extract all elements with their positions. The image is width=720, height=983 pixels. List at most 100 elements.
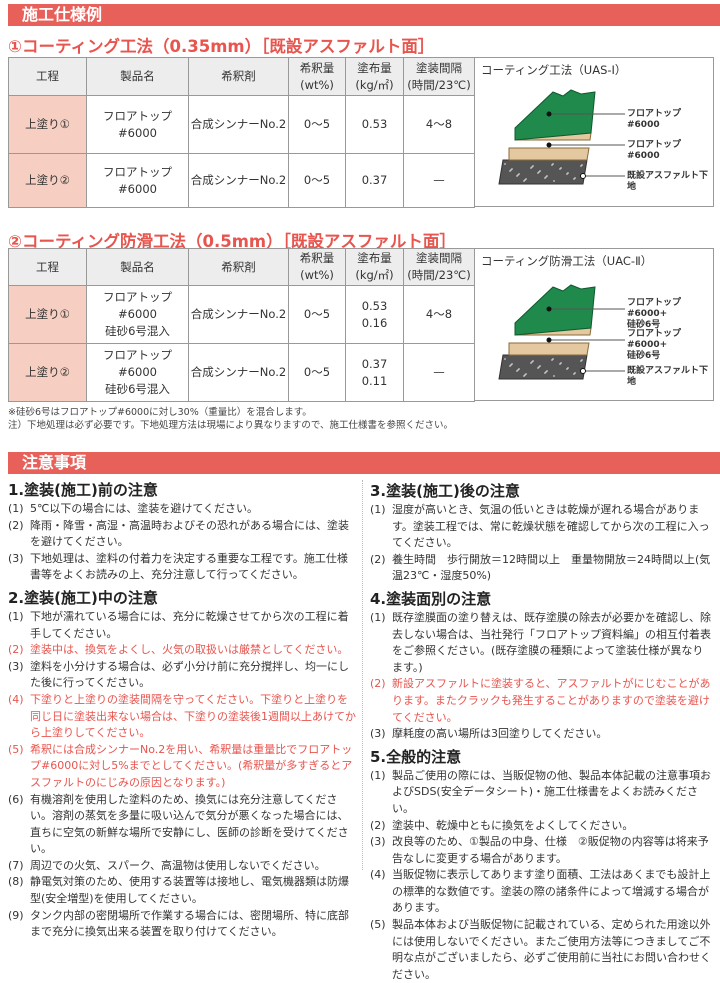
item-number: (1): [370, 610, 386, 624]
item-text: 塗装中、乾燥中ともに換気をよくしてください。: [392, 818, 634, 832]
layer-illustration: [498, 284, 625, 380]
caution-item: (3) 改良等のため、①製品の中身、仕様 ②販促物の内容等は将来予告なしに変更する…: [370, 834, 714, 867]
caution-item: (1) 湿度が高いとき、気温の低いときは乾燥が遅れる場合があります。塗装工程では、…: [370, 502, 714, 552]
column-header: 塗装間隔 (時間/23℃): [403, 57, 475, 96]
product-cell: フロアトップ#6000 硅砂6号混入: [86, 343, 189, 402]
aggregate-dot: [523, 180, 525, 182]
item-text: 希釈には合成シンナーNo.2を用い、希釈量は重量比でフロアトップ#6000に対し…: [30, 742, 353, 789]
coverage-cell: 0.37 0.11: [345, 343, 404, 402]
dilution-cell: 0〜5: [288, 95, 346, 154]
caution-item: (3) 摩耗度の高い場所は3回塗りしてください。: [370, 726, 714, 743]
column-header: 製品名: [86, 248, 189, 286]
item-text: 新設アスファルトに塗装すると、アスファルトがにじむことがあります。またクラックも…: [392, 677, 711, 724]
marker-dot: [580, 368, 586, 374]
item-number: (6): [8, 792, 24, 806]
aggregate-dot: [544, 177, 546, 179]
caution-item: (4) 当販促物に表示してあります塗り面積、工法はあくまでも設計上の標準的な数値で…: [370, 867, 714, 917]
dilution-cell: 0〜5: [288, 343, 346, 402]
aggregate-dot: [566, 368, 568, 370]
layer-label: フロアトップ#6000: [627, 109, 682, 130]
column-header: 工程: [8, 248, 87, 286]
layer-label: 既設アスファルト下地: [627, 171, 709, 192]
caution-heading: 4.塗装面別の注意: [370, 589, 492, 608]
marker-dot: [546, 306, 552, 312]
item-text: タンク内部の密閉場所で作業する場合には、密閉場所、特に底部まで充分に換気出来る装…: [30, 908, 349, 939]
layer-label: フロアトップ#6000+ 硅砂6号: [627, 298, 682, 330]
section-header-cautions: 注意事項: [8, 452, 720, 474]
caution-item: (1) 製品ご使用の際には、当販促物の他、製品本体記載の注意事項およびSDS(安全…: [370, 768, 714, 818]
interval-cell: 4〜8: [403, 95, 475, 154]
caution-item: (2) 新設アスファルトに塗装すると、アスファルトがにじむことがあります。またクラ…: [370, 676, 714, 726]
footnote: ※硅砂6号はフロアトップ#6000に対し30%（重量比）を混合します。: [8, 407, 312, 418]
item-number: (2): [370, 677, 386, 691]
aggregate-dot: [516, 370, 518, 372]
asphalt-layer: [498, 354, 588, 380]
caution-heading: 5.全般的注意: [370, 747, 462, 766]
aggregate-dot: [530, 362, 532, 364]
aggregate-dot: [523, 375, 525, 377]
aggregate-dot: [537, 172, 539, 174]
product-cell: フロアトップ#6000: [86, 95, 189, 154]
top-coat-layer: [514, 89, 596, 141]
item-text: 下塗りと上塗りの塗装間隔を守ってください。下塗りと上塗りを同じ日に塗装出来ない場…: [30, 692, 356, 740]
table-row: 上塗り② フロアトップ#6000 合成シンナーNo.2 0〜5 0.37—: [8, 153, 475, 208]
product-cell: フロアトップ#6000 硅砂6号混入: [86, 285, 189, 344]
column-header: 工程: [8, 57, 87, 96]
marker-dot: [580, 173, 586, 179]
footnote: 注）下地処理は必ず必要です。下地処理方法は現場により異なりますので、施工仕様書を…: [8, 420, 453, 431]
caution-item: (2) 降雨・降雪・高湿・高温時およびその恐れがある場合には、塗装を避けてください…: [8, 518, 356, 551]
item-number: (9): [8, 908, 24, 922]
item-text: 製品ご使用の際には、当販促物の他、製品本体記載の注意事項およびSDS(安全データ…: [392, 768, 711, 815]
caution-heading: 3.塗装(施工)後の注意: [370, 482, 520, 500]
spec1-title: ①コーティング工法（0.35mm）［既設アスファルト面］: [8, 37, 435, 56]
caution-item: (4) 下塗りと上塗りの塗装間隔を守ってください。下塗りと上塗りを同じ日に塗装出来…: [8, 692, 356, 742]
marker-dot: [546, 142, 552, 148]
aggregate-dot: [509, 365, 511, 367]
diagram-title: コーティング防滑工法（UAC-Ⅱ）: [481, 254, 653, 268]
table-row: 上塗り① フロアトップ#6000 合成シンナーNo.2 0〜5 0.53 4〜8: [8, 95, 475, 154]
thinner-cell: 合成シンナーNo.2: [188, 153, 289, 208]
thinner-cell: 合成シンナーNo.2: [188, 343, 289, 402]
top-coat-layer: [514, 284, 596, 336]
coverage-cell: 0.53: [345, 95, 404, 154]
aggregate-dot: [551, 164, 553, 166]
item-text: 周辺での火気、スパーク、高温物は使用しないでください。: [30, 858, 326, 872]
item-number: (8): [8, 875, 24, 889]
aggregate-dot: [551, 359, 553, 361]
caution-item: (2) 塗装中、乾燥中ともに換気をよくしてください。: [370, 818, 714, 835]
caution-item: (6) 有機溶剤を使用した塗料のため、換気には充分注意してください。溶剤の蒸気を多…: [8, 792, 356, 858]
item-number: (5): [8, 742, 24, 756]
table-header-row: 工程 製品名 希釈剤 希釈量 (wt%) 塗布量 (kg/㎡) 塗装間隔 (時間/23℃): [8, 248, 475, 286]
caution-item: (5) 希釈には合成シンナーNo.2を用い、希釈量は重量比でフロアトップ#6000…: [8, 742, 356, 792]
product-cell: フロアトップ#6000: [86, 153, 189, 208]
caution-item: (2) 養生時間 歩行開放＝12時間以上 重量物開放＝24時間以上(気温23℃・湿…: [370, 552, 714, 585]
caution-item: (2) 塗装中は、換気をよくし、火気の取扱いは厳禁としてください。: [8, 642, 356, 659]
item-number: (1): [8, 609, 24, 623]
column-header: 塗装間隔 (時間/23℃): [403, 248, 475, 286]
section-header-spec: 施工仕様例: [8, 4, 720, 26]
item-text: 湿度が高いとき、気温の低いときは乾燥が遅れる場合があります。塗装工程では、常に乾…: [392, 503, 710, 550]
dilution-cell: 0〜5: [288, 285, 346, 344]
caution-item: (1) 5℃以下の場合には、塗装を避けてください。: [8, 501, 356, 518]
caution-item: (3) 塗料を小分けする場合は、必ず小分け前に充分撹拌し、均一にした後に行ってくだ…: [8, 659, 356, 692]
aggregate-dot: [516, 175, 518, 177]
item-text: 降雨・降雪・高湿・高温時およびその恐れがある場合には、塗装を避けてください。: [30, 518, 349, 549]
aggregate-dot: [573, 373, 575, 375]
marker-dot: [546, 111, 552, 117]
caution-item: (7) 周辺での火気、スパーク、高温物は使用しないでください。: [8, 858, 356, 875]
spec2-table: 工程 製品名 希釈剤 希釈量 (wt%) 塗布量 (kg/㎡) 塗装間隔 (時間/23℃)…: [8, 248, 475, 402]
column-header: 塗布量 (kg/㎡): [345, 248, 404, 286]
caution-item: (5) 製品本体および当販促物に記載されている、定められた用途以外には使用しないで…: [370, 917, 714, 983]
item-number: (2): [8, 518, 24, 532]
item-number: (3): [8, 659, 24, 673]
layer-label: 既設アスファルト下地: [627, 366, 709, 387]
column-divider: [362, 480, 363, 870]
diagram-title: コーティング工法（UAS-Ⅰ）: [481, 63, 627, 77]
interval-cell: —: [403, 153, 475, 208]
aggregate-dot: [553, 375, 555, 377]
spec2-title: ②コーティング防滑工法（0.5mm）［既設アスファルト面］: [8, 232, 456, 251]
column-header: 製品名: [86, 57, 189, 96]
item-number: (7): [8, 858, 24, 872]
item-number: (1): [8, 502, 24, 515]
item-number: (2): [8, 643, 24, 657]
